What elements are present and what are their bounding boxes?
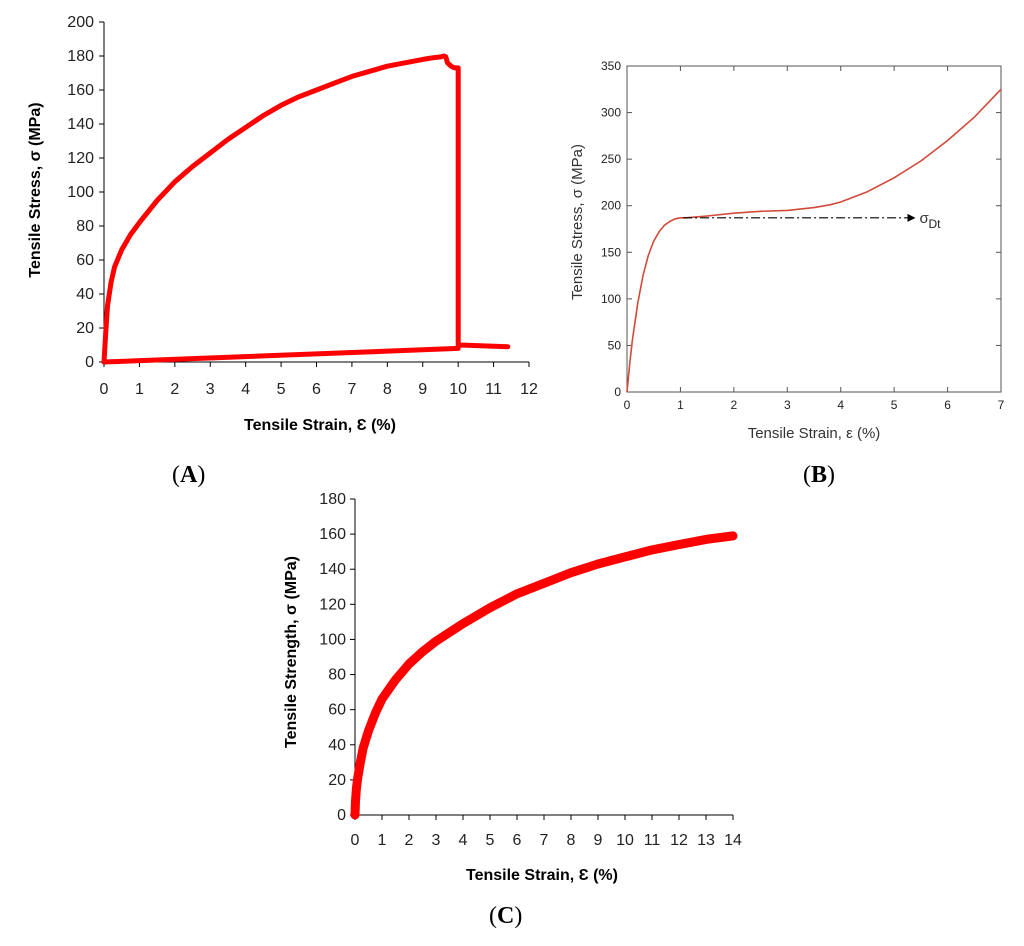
y-axis-label: Tensile Stress, σ (MPa) xyxy=(27,102,44,277)
y-tick-label: 150 xyxy=(601,245,621,259)
x-tick-label: 0 xyxy=(100,381,109,398)
series-line-stress-strain xyxy=(626,88,1002,393)
y-tick-label: 100 xyxy=(601,292,621,306)
y-tick-label: 0 xyxy=(85,354,94,371)
x-tick-label: 7 xyxy=(347,381,356,398)
x-tick-label: 6 xyxy=(312,381,321,398)
y-axis-label: Tensile Strength, σ (MPa) xyxy=(283,556,300,748)
panel-letter-a: A xyxy=(180,462,198,488)
x-tick-label: 7 xyxy=(998,398,1005,412)
panel-letter-c: C xyxy=(497,903,515,929)
x-tick-label: 7 xyxy=(540,832,549,849)
series-line-loading xyxy=(101,53,511,365)
chart-panel-b: 0 50 100 150 200 250 300 350 0 1 2 3 4 5 6 7 Tensile Str… xyxy=(569,59,1005,442)
annotation-subscript: Dt xyxy=(929,217,942,231)
series-line-baseline xyxy=(101,345,461,365)
annotation-symbol: σ xyxy=(920,210,930,227)
y-tick-label: 120 xyxy=(67,150,94,167)
x-tick-label: 4 xyxy=(459,832,468,849)
panel-label-c: (C) xyxy=(489,903,523,929)
x-tick-label: 8 xyxy=(567,832,576,849)
x-tick-label: 5 xyxy=(486,832,495,849)
y-tick-label: 350 xyxy=(601,59,621,73)
x-tick-label: 9 xyxy=(418,381,427,398)
y-tick-label: 0 xyxy=(337,807,346,824)
x-tick-label: 4 xyxy=(837,398,844,412)
y-tick-label: 20 xyxy=(328,772,346,789)
x-axis-label: Tensile Strain, ε (%) xyxy=(748,425,881,442)
panel-label-a: (A) xyxy=(172,462,206,488)
x-tick-label: 0 xyxy=(351,832,360,849)
y-tick-label: 80 xyxy=(328,667,346,684)
x-tick-label: 10 xyxy=(449,381,467,398)
x-tick-label: 1 xyxy=(378,832,387,849)
y-tick-label: 100 xyxy=(319,631,346,648)
x-tick-label: 9 xyxy=(594,832,603,849)
x-tick-label: 4 xyxy=(241,381,250,398)
x-tick-label: 5 xyxy=(891,398,898,412)
x-tick-label: 10 xyxy=(616,832,634,849)
x-tick-label: 11 xyxy=(485,381,502,398)
x-tick-label: 6 xyxy=(513,832,522,849)
y-tick-label: 180 xyxy=(67,48,94,65)
x-tick-label: 2 xyxy=(405,832,414,849)
annotation-arrow-head xyxy=(907,213,916,222)
x-tick-label: 5 xyxy=(277,381,286,398)
x-axis-label: Tensile Strain, Ɛ (%) xyxy=(466,867,618,884)
y-tick-label: 200 xyxy=(67,14,94,31)
y-tick-label: 50 xyxy=(608,338,622,352)
x-tick-label: 3 xyxy=(784,398,791,412)
y-tick-label: 0 xyxy=(614,385,621,399)
y-tick-label: 80 xyxy=(76,218,94,235)
x-tick-label: 12 xyxy=(670,832,688,849)
y-tick-label: 200 xyxy=(601,199,621,213)
y-axis-label: Tensile Stress, σ (MPa) xyxy=(569,144,586,300)
x-tick-label: 3 xyxy=(206,381,215,398)
x-tick-label: 14 xyxy=(724,832,742,849)
y-tick-label: 20 xyxy=(76,320,94,337)
x-tick-label: 12 xyxy=(520,381,538,398)
x-tick-label: 8 xyxy=(383,381,392,398)
x-tick-label: 0 xyxy=(624,398,631,412)
y-tick-label: 250 xyxy=(601,152,621,166)
panel-letter-b: B xyxy=(811,462,828,488)
y-tick-label: 160 xyxy=(319,526,346,543)
y-tick-label: 40 xyxy=(76,286,94,303)
y-tick-label: 300 xyxy=(601,106,621,120)
y-tick-label: 60 xyxy=(76,252,94,269)
x-axis-label: Tensile Strain, Ɛ (%) xyxy=(244,417,396,434)
series-line-stress-strain xyxy=(350,531,738,820)
y-tick-label: 180 xyxy=(319,491,346,508)
x-tick-label: 2 xyxy=(731,398,738,412)
plot-frame xyxy=(626,65,1002,393)
x-tick-label: 13 xyxy=(697,832,715,849)
y-tick-label: 140 xyxy=(319,561,346,578)
x-tick-label: 2 xyxy=(170,381,179,398)
panel-label-b: (B) xyxy=(803,462,836,488)
x-tick-label: 3 xyxy=(432,832,441,849)
y-tick-label: 60 xyxy=(328,702,346,719)
x-tick-label: 1 xyxy=(135,381,144,398)
y-tick-label: 120 xyxy=(319,596,346,613)
x-tick-label: 11 xyxy=(644,832,661,849)
y-tick-label: 40 xyxy=(328,737,346,754)
y-tick-label: 160 xyxy=(67,82,94,99)
x-tick-label: 1 xyxy=(677,398,684,412)
y-tick-label: 140 xyxy=(67,116,94,133)
y-tick-label: 100 xyxy=(67,184,94,201)
x-tick-label: 6 xyxy=(944,398,951,412)
